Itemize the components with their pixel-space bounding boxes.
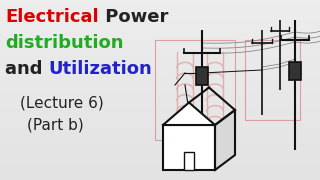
Bar — [245, 40, 300, 120]
Text: (Lecture 6): (Lecture 6) — [20, 95, 104, 110]
Polygon shape — [163, 102, 215, 125]
Bar — [163, 125, 215, 170]
Polygon shape — [215, 110, 235, 170]
Text: Electrical: Electrical — [5, 8, 99, 26]
Text: distribution: distribution — [5, 34, 124, 52]
Text: Power: Power — [99, 8, 168, 26]
Bar — [289, 62, 301, 80]
Bar — [184, 152, 194, 170]
Bar — [155, 40, 235, 140]
Text: and: and — [5, 60, 49, 78]
Text: (Part b): (Part b) — [27, 118, 84, 133]
Text: Utilization: Utilization — [49, 60, 153, 78]
Bar — [196, 67, 208, 85]
